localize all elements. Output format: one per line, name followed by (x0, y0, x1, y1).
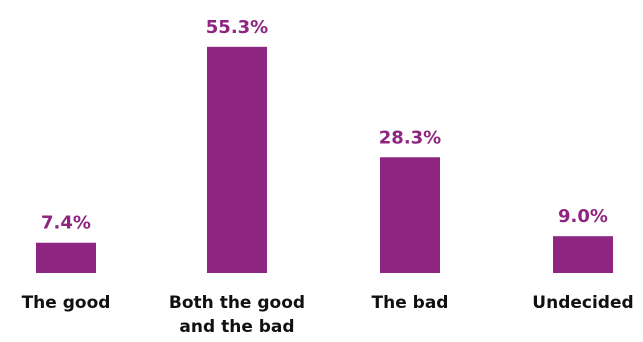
bar-1 (207, 46, 267, 274)
bar-2 (380, 157, 440, 273)
value-label-3: 9.0% (558, 206, 608, 227)
bar-0 (36, 242, 96, 273)
bar-3 (553, 236, 613, 273)
category-label-0: The good (22, 293, 111, 313)
value-label-0: 7.4% (41, 213, 91, 234)
category-label-2: The bad (372, 293, 449, 313)
value-label-2: 28.3% (379, 127, 441, 148)
category-label-3: Undecided (532, 293, 633, 313)
value-label-1: 55.3% (206, 17, 268, 38)
category-label-1-line-1: and the bad (179, 317, 294, 337)
category-label-1-line-0: Both the good (169, 293, 305, 313)
